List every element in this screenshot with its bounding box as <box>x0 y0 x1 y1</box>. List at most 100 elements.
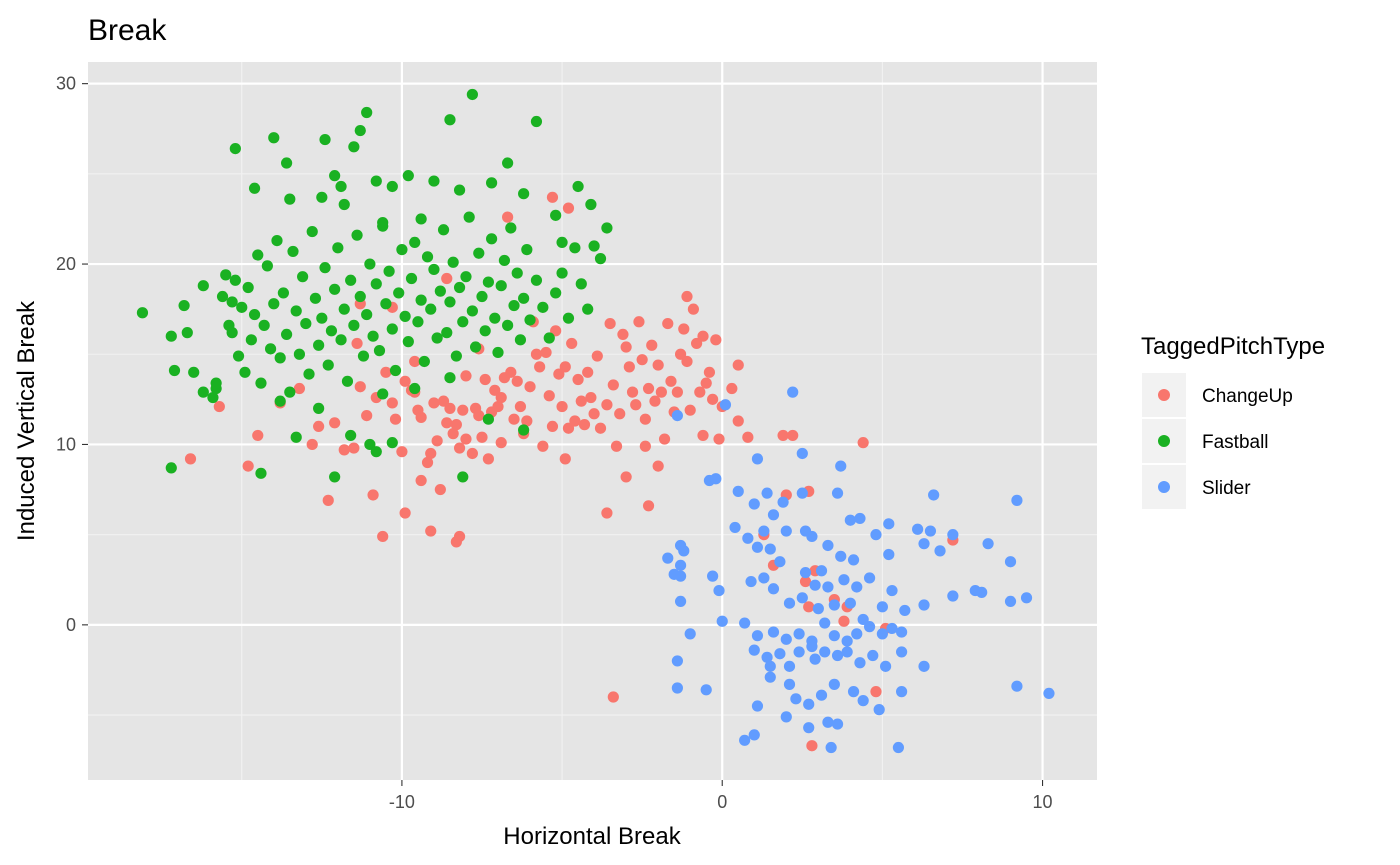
point-slider <box>822 716 834 728</box>
point-fastball <box>284 193 296 205</box>
point-fastball <box>236 301 248 313</box>
point-slider <box>806 530 818 543</box>
point-fastball <box>588 240 600 252</box>
point-changeup <box>441 417 453 429</box>
point-fastball <box>486 233 498 245</box>
point-changeup <box>361 409 373 422</box>
point-changeup <box>479 373 491 386</box>
point-fastball <box>377 220 389 232</box>
point-fastball <box>284 386 296 398</box>
point-fastball <box>508 299 520 312</box>
y-tick-label: 10 <box>56 434 76 454</box>
point-fastball <box>437 224 450 236</box>
point-slider <box>876 601 888 613</box>
point-fastball <box>575 278 587 290</box>
point-changeup <box>453 530 466 543</box>
point-changeup <box>377 530 389 543</box>
point-fastball <box>274 395 286 407</box>
point-slider <box>684 628 696 640</box>
point-changeup <box>434 483 446 496</box>
point-fastball <box>457 471 469 483</box>
point-slider <box>828 678 840 690</box>
point-slider <box>796 447 808 460</box>
point-fastball <box>502 157 514 169</box>
point-changeup <box>476 431 488 443</box>
point-changeup <box>508 413 520 425</box>
point-slider <box>863 572 876 584</box>
point-slider <box>947 529 959 541</box>
point-fastball <box>444 114 456 126</box>
point-slider <box>806 640 818 653</box>
point-fastball <box>383 265 395 277</box>
point-fastball <box>409 382 421 395</box>
point-changeup <box>726 382 738 395</box>
point-changeup <box>806 740 818 752</box>
point-changeup <box>742 431 754 443</box>
point-slider <box>976 586 988 598</box>
point-slider <box>780 525 792 537</box>
point-fastball <box>277 287 289 299</box>
point-fastball <box>316 312 328 324</box>
point-slider <box>764 543 776 555</box>
point-fastball <box>402 336 414 348</box>
point-changeup <box>242 460 254 472</box>
point-changeup <box>495 391 507 404</box>
point-fastball <box>338 303 350 315</box>
point-slider <box>896 646 908 658</box>
point-slider <box>674 595 687 608</box>
point-slider <box>751 453 764 465</box>
point-changeup <box>674 348 687 360</box>
point-slider <box>819 617 831 629</box>
point-fastball <box>220 269 232 281</box>
point-slider <box>803 698 815 710</box>
point-slider <box>777 496 789 508</box>
point-fastball <box>556 236 568 249</box>
point-changeup <box>620 471 632 483</box>
point-changeup <box>575 395 587 407</box>
point-changeup <box>732 415 744 427</box>
point-changeup <box>543 390 555 402</box>
point-changeup <box>630 399 642 411</box>
point-changeup <box>777 429 789 442</box>
point-changeup <box>252 429 264 442</box>
point-slider <box>745 575 757 588</box>
point-changeup <box>803 601 815 613</box>
point-fastball <box>594 253 607 265</box>
point-fastball <box>431 332 443 344</box>
point-changeup <box>399 507 411 519</box>
point-changeup <box>562 202 575 214</box>
point-fastball <box>226 296 238 308</box>
point-changeup <box>415 411 427 423</box>
point-changeup <box>409 355 421 368</box>
point-slider <box>780 633 792 645</box>
point-changeup <box>348 442 360 454</box>
point-slider <box>803 722 815 734</box>
point-slider <box>1011 494 1023 506</box>
point-slider <box>767 509 780 521</box>
point-fastball <box>258 319 270 331</box>
point-changeup <box>559 361 571 373</box>
point-fastball <box>345 274 357 286</box>
point-slider <box>892 741 905 754</box>
point-fastball <box>361 308 373 321</box>
point-changeup <box>601 399 613 411</box>
point-changeup <box>338 444 350 456</box>
point-changeup <box>697 429 709 442</box>
plot-panel <box>88 62 1097 780</box>
point-changeup <box>684 404 696 416</box>
point-fastball <box>444 296 456 308</box>
point-slider <box>809 579 821 591</box>
point-slider <box>716 615 728 627</box>
point-changeup <box>444 402 456 414</box>
point-changeup <box>453 442 466 454</box>
point-slider <box>671 409 683 422</box>
point-fastball <box>444 372 456 384</box>
point-fastball <box>421 251 434 263</box>
point-fastball <box>469 341 482 353</box>
point-fastball <box>313 339 325 351</box>
point-fastball <box>348 141 360 153</box>
point-changeup <box>460 433 472 445</box>
point-fastball <box>543 332 555 344</box>
point-changeup <box>649 395 661 407</box>
point-fastball <box>364 438 376 451</box>
